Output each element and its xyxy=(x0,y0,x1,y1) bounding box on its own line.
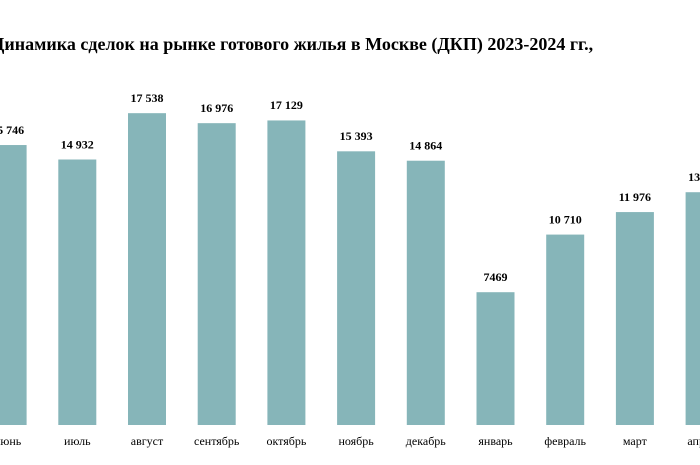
value-label: 16 976 xyxy=(200,101,233,115)
x-tick-label: июль xyxy=(64,434,91,448)
bar xyxy=(267,120,306,425)
value-label: 17 129 xyxy=(270,98,303,112)
bar xyxy=(197,123,236,425)
bar xyxy=(58,159,97,425)
bar xyxy=(337,151,376,426)
value-label: 14 864 xyxy=(409,138,442,152)
value-label: 11 976 xyxy=(619,190,651,204)
x-tick-label: сентябрь xyxy=(194,434,240,448)
value-label: 15 393 xyxy=(340,129,373,143)
x-tick-label: декабрь xyxy=(406,434,447,448)
bar xyxy=(406,160,445,425)
x-tick-label: апрель xyxy=(687,434,700,448)
x-tick-label: январь xyxy=(478,434,513,448)
x-tick-label: март xyxy=(623,434,648,448)
x-tick-label: июнь xyxy=(0,434,22,448)
x-tick-label: ноябрь xyxy=(338,434,374,448)
x-tick-label: август xyxy=(131,434,164,448)
bar xyxy=(0,145,27,425)
bar xyxy=(128,113,166,425)
value-label: 13 093 xyxy=(688,170,700,184)
bar xyxy=(615,212,654,425)
x-tick-label: февраль xyxy=(544,434,586,448)
bar xyxy=(546,234,585,425)
bar xyxy=(476,292,515,425)
bar xyxy=(685,192,700,425)
value-label: 10 710 xyxy=(549,212,582,226)
value-label: 17 538 xyxy=(131,91,164,105)
value-label: 7469 xyxy=(484,270,508,284)
x-tick-label: октябрь xyxy=(266,434,306,448)
chart-title: Динамика сделок на рынке готового жилья … xyxy=(0,34,593,55)
value-label: 15 746 xyxy=(0,123,24,137)
value-label: 14 932 xyxy=(61,137,94,151)
